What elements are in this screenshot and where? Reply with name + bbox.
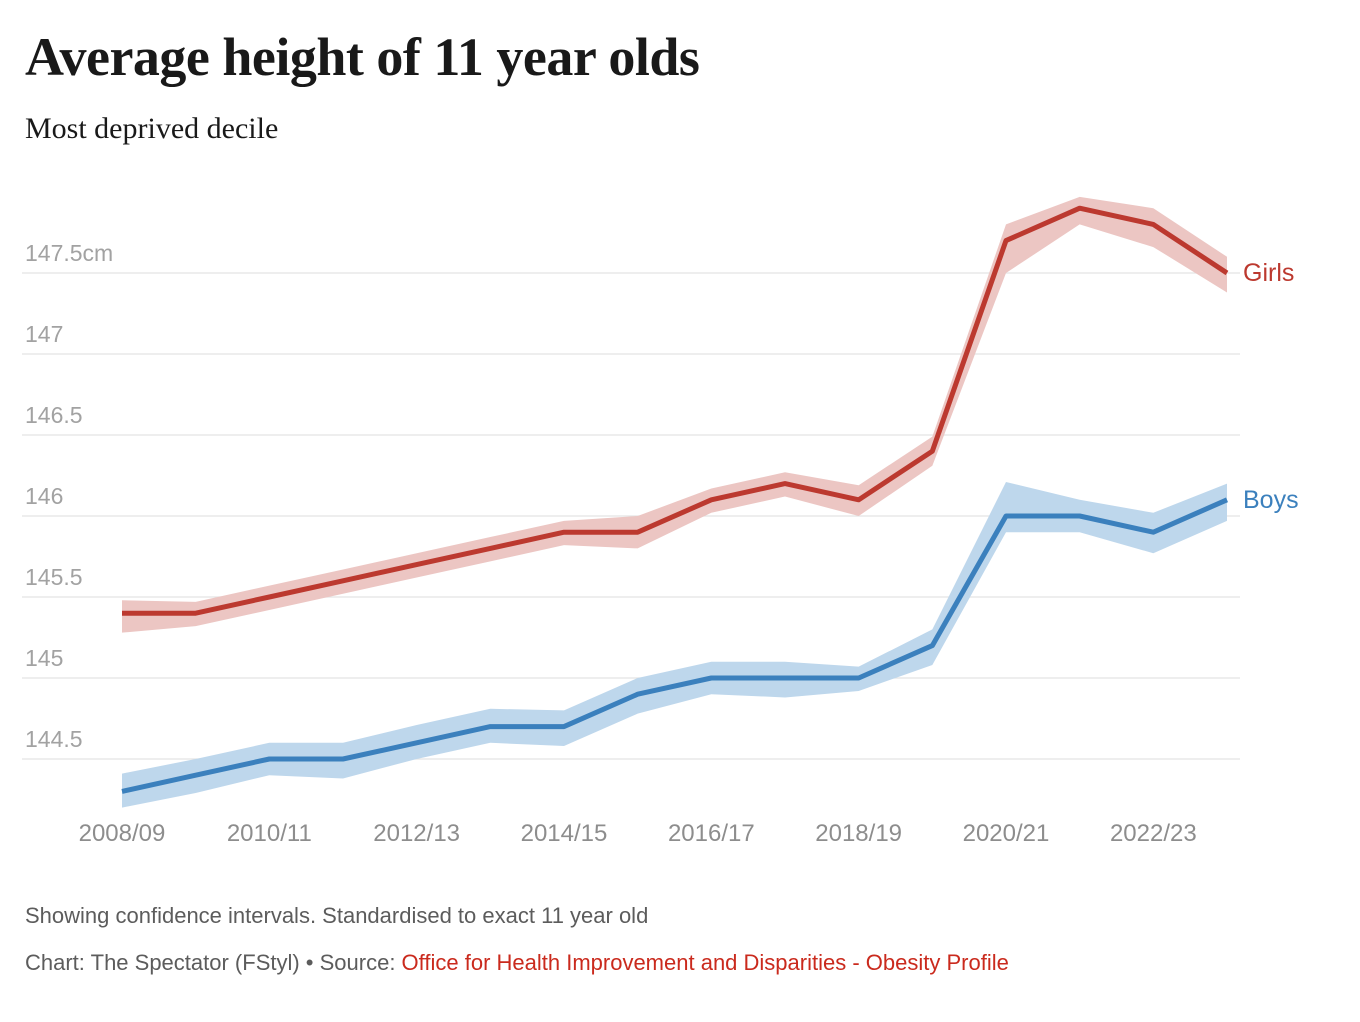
- y-axis-tick-label: 146: [25, 483, 64, 509]
- series-label-boys: Boys: [1243, 485, 1299, 514]
- x-axis-tick-label: 2020/21: [962, 820, 1050, 847]
- y-axis-tick-label: 144.5: [25, 726, 83, 752]
- source-link[interactable]: Office for Health Improvement and Dispar…: [401, 950, 1009, 975]
- line-boys: [121, 497, 1229, 794]
- line-girls: [122, 205, 1229, 616]
- confidence-band-boys: [122, 481, 1227, 808]
- y-axis-tick-label: 146.5: [25, 402, 83, 428]
- y-axis-tick-label: 145: [25, 645, 64, 671]
- confidence-band-girls: [122, 196, 1227, 633]
- x-axis-tick-label: 2012/13: [373, 820, 461, 847]
- x-axis-tick-label: 2022/23: [1109, 820, 1197, 847]
- chart-subtitle: Most deprived decile: [25, 112, 279, 145]
- x-axis-tick-label: 2014/15: [520, 820, 608, 847]
- y-axis-tick-label: 147: [25, 321, 64, 347]
- credit-prefix: Chart: The Spectator (FStyl) • Source:: [25, 950, 402, 975]
- x-axis-tick-label: 2008/09: [78, 820, 166, 847]
- x-axis-tick-label: 2010/11: [226, 820, 312, 847]
- x-axis-tick-label: 2018/19: [815, 820, 903, 847]
- x-axis-tick-label: 2016/17: [667, 820, 755, 847]
- series-label-girls: Girls: [1243, 259, 1295, 287]
- page-title: Average height of 11 year olds: [25, 27, 700, 87]
- y-axis-tick-label: 147.5cm: [25, 240, 114, 266]
- chart-credit: Chart: The Spectator (FStyl) • Source: O…: [25, 950, 1009, 976]
- chart-footnote: Showing confidence intervals. Standardis…: [25, 903, 649, 928]
- y-axis-tick-label: 145.5: [25, 564, 83, 590]
